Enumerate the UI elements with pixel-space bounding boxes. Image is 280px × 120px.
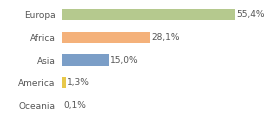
Text: 28,1%: 28,1% bbox=[151, 33, 179, 42]
Text: 15,0%: 15,0% bbox=[110, 55, 139, 65]
Text: 0,1%: 0,1% bbox=[64, 101, 86, 110]
Bar bbox=[62, 54, 109, 66]
Bar bbox=[62, 77, 66, 88]
Text: 55,4%: 55,4% bbox=[237, 10, 265, 19]
Bar bbox=[62, 32, 150, 43]
Text: 1,3%: 1,3% bbox=[67, 78, 90, 87]
Bar bbox=[62, 9, 235, 20]
